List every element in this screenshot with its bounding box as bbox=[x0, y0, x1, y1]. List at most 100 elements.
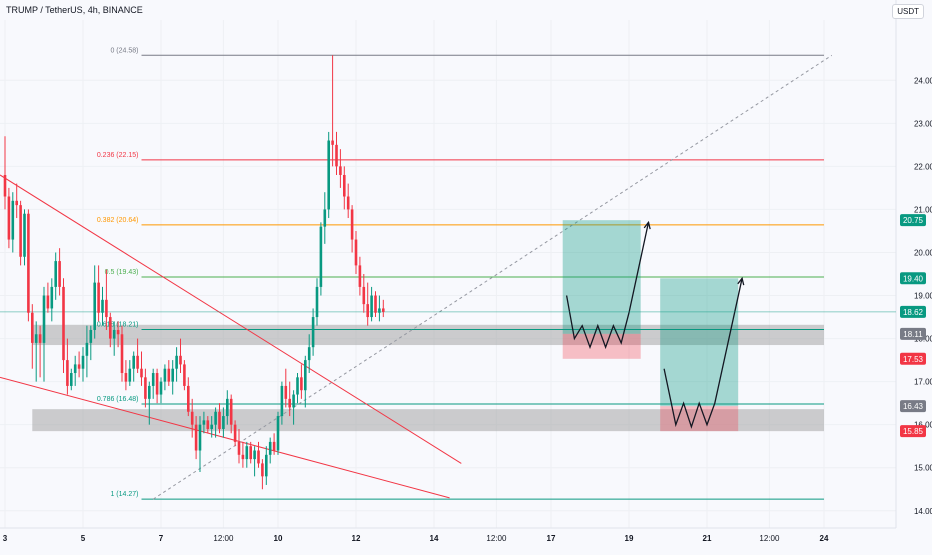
x-tick-label: 17 bbox=[547, 534, 556, 543]
price-axis-badge-label: 18.11 bbox=[903, 330, 923, 339]
candle-body bbox=[288, 398, 291, 408]
candle-body bbox=[265, 454, 268, 477]
projection-path-1-arrowhead bbox=[643, 220, 651, 230]
candle-body bbox=[159, 381, 163, 395]
candle-body bbox=[268, 441, 272, 455]
y-tick-label: 23.00 bbox=[914, 119, 932, 128]
x-tick-label: 12:00 bbox=[213, 534, 234, 543]
candle-body bbox=[19, 205, 22, 257]
candle-body bbox=[101, 299, 104, 313]
price-axis-badge-label: 16.43 bbox=[903, 402, 924, 411]
candle-body bbox=[319, 226, 323, 287]
price-axis-badge-label: 15.85 bbox=[903, 427, 924, 436]
candle-body bbox=[163, 368, 167, 382]
projection-path-2 bbox=[663, 278, 743, 429]
y-tick-label: 20.00 bbox=[914, 248, 932, 257]
candle-body bbox=[7, 196, 11, 240]
candle-body bbox=[374, 295, 377, 313]
candle-body bbox=[358, 265, 362, 287]
candle-body bbox=[38, 334, 42, 343]
candle-body bbox=[346, 196, 350, 210]
fib-level-label: 0.786 (16.48) bbox=[97, 396, 139, 403]
candle-body bbox=[233, 424, 237, 442]
y-tick-label: 14.00 bbox=[914, 507, 932, 516]
candle-body bbox=[148, 385, 151, 399]
price-axis-badge bbox=[900, 400, 926, 413]
x-tick-label: 7 bbox=[159, 534, 164, 543]
fib-level-label: 0.236 (22.15) bbox=[97, 152, 139, 159]
candle-body bbox=[366, 304, 369, 318]
candle-body bbox=[112, 329, 116, 339]
candle-body bbox=[62, 286, 65, 361]
candle-body bbox=[105, 299, 108, 318]
fib-level-label: 0.382 (20.64) bbox=[97, 217, 139, 224]
candle-body bbox=[42, 295, 46, 343]
candle-body bbox=[85, 342, 89, 356]
candle-body bbox=[15, 200, 18, 206]
long-position-target-zone bbox=[562, 220, 641, 334]
x-tick-label: 14 bbox=[430, 534, 439, 543]
candle-body bbox=[327, 140, 330, 210]
candle-body bbox=[339, 166, 342, 175]
candle-body bbox=[73, 364, 77, 374]
price-axis-badge bbox=[900, 327, 926, 340]
candle-body bbox=[194, 424, 198, 451]
candle-body bbox=[382, 308, 385, 312]
x-tick-label: 12:00 bbox=[486, 534, 507, 543]
candle-body bbox=[257, 450, 260, 464]
candle-body bbox=[280, 385, 284, 417]
candle-body bbox=[311, 317, 315, 348]
candle-body bbox=[124, 373, 128, 382]
support-trendline bbox=[0, 376, 450, 499]
candle-body bbox=[378, 308, 381, 313]
price-axis-badge-label: 18.62 bbox=[903, 308, 924, 317]
x-tick-label: 24 bbox=[820, 534, 829, 543]
candle-body bbox=[97, 282, 100, 313]
candle-body bbox=[362, 286, 366, 305]
candle-body bbox=[284, 385, 288, 399]
candle-body bbox=[34, 334, 38, 343]
symbol-title: TRUMP / TetherUS, 4h, BINANCE bbox=[6, 5, 143, 15]
x-tick-label: 21 bbox=[703, 534, 712, 543]
candle-body bbox=[214, 411, 217, 425]
candle-body bbox=[175, 355, 178, 369]
candle-body bbox=[350, 209, 354, 240]
price-axis-badge-label: 17.53 bbox=[903, 355, 924, 364]
projection-path-2-arrowhead bbox=[737, 276, 745, 286]
candle-body bbox=[151, 373, 155, 386]
candle-body bbox=[136, 355, 139, 369]
candle-body bbox=[296, 377, 299, 395]
x-tick-label: 12 bbox=[352, 534, 361, 543]
candle-body bbox=[261, 463, 264, 477]
candle-body bbox=[241, 454, 245, 460]
price-axis-badge bbox=[900, 352, 926, 365]
projection-path-1 bbox=[565, 222, 650, 350]
candle-body bbox=[89, 329, 93, 343]
price-axis-badge bbox=[900, 425, 926, 438]
fib-level-label: 0 (24.58) bbox=[110, 47, 138, 54]
candle-body bbox=[229, 398, 233, 425]
currency-button[interactable]: USDT bbox=[892, 4, 924, 19]
long-position-target-zone bbox=[660, 278, 739, 407]
candle-body bbox=[370, 295, 373, 318]
candle-body bbox=[249, 446, 252, 460]
x-tick-label: 19 bbox=[625, 534, 634, 543]
candle-body bbox=[144, 377, 147, 399]
candle-body bbox=[343, 174, 346, 197]
x-tick-label: 10 bbox=[274, 534, 283, 543]
candle-body bbox=[304, 360, 307, 391]
candle-body bbox=[198, 424, 202, 451]
candle-body bbox=[206, 420, 210, 429]
y-tick-label: 22.00 bbox=[914, 162, 932, 171]
candle-body bbox=[109, 317, 112, 339]
candle-body bbox=[23, 213, 26, 257]
candle-body bbox=[116, 329, 120, 335]
candle-body bbox=[315, 286, 319, 318]
candle-body bbox=[132, 355, 135, 369]
resistance-trendline bbox=[0, 174, 462, 464]
candle-body bbox=[237, 441, 241, 455]
candle-body bbox=[331, 140, 334, 145]
candle-body bbox=[128, 368, 132, 382]
